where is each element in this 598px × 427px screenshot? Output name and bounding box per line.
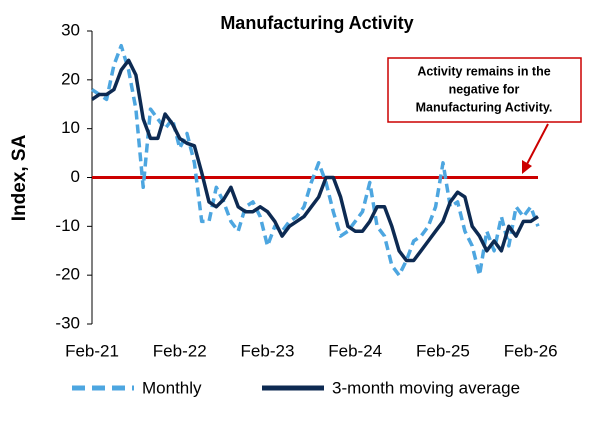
y-tick-label: -30 <box>55 313 80 332</box>
x-tick-label: Feb-22 <box>153 341 207 360</box>
y-tick-label: -20 <box>55 265 80 284</box>
annotation-text: Activity remains in the <box>417 64 550 78</box>
annotation-box <box>387 57 582 123</box>
legend-label: 3-month moving average <box>332 378 520 397</box>
y-tick-label: 10 <box>61 118 80 137</box>
annotation-text: negative for <box>449 82 520 96</box>
y-tick-label: 0 <box>71 167 80 186</box>
annotation-text: Manufacturing Activity. <box>416 100 553 114</box>
x-tick-label: Feb-26 <box>504 341 558 360</box>
x-tick-label: Feb-24 <box>328 341 382 360</box>
series-line <box>91 58 539 263</box>
y-tick-label: -10 <box>55 216 80 235</box>
x-tick-label: Feb-25 <box>416 341 470 360</box>
series-line <box>91 43 540 277</box>
y-tick-label: 30 <box>61 20 80 39</box>
y-axis-label: Index, SA <box>9 134 30 221</box>
chart-title: Manufacturing Activity <box>220 13 413 33</box>
legend-label: Monthly <box>142 378 202 397</box>
annotation-arrowhead <box>522 160 532 174</box>
y-tick-label: 20 <box>61 69 80 88</box>
annotation-arrow <box>525 123 549 167</box>
x-tick-label: Feb-21 <box>65 341 119 360</box>
x-tick-label: Feb-23 <box>241 341 295 360</box>
